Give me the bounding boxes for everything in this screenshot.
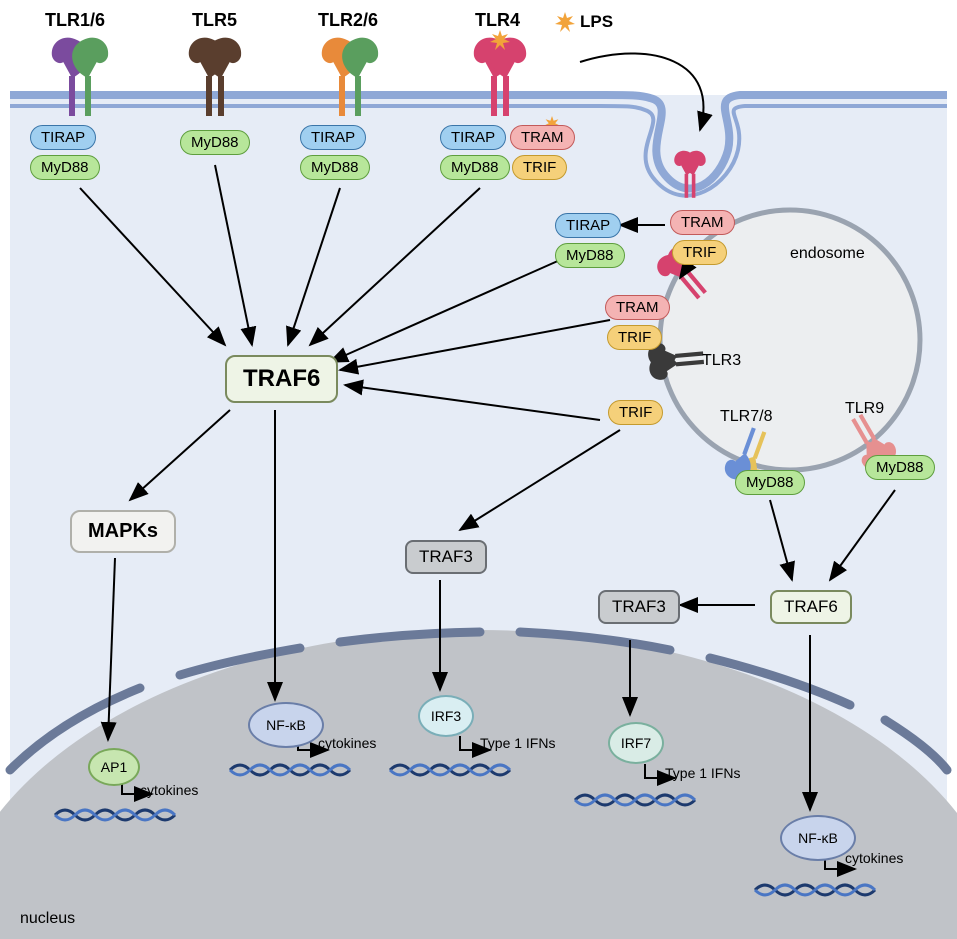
tirap-pill-3: TIRAP	[440, 125, 506, 150]
irf7-circle: IRF7	[608, 722, 664, 764]
nucleus-label: nucleus	[20, 910, 75, 928]
traf3-box-left: TRAF3	[405, 540, 487, 574]
tirap-pill-4: TIRAP	[555, 213, 621, 238]
myd88-pill-7: MyD88	[865, 455, 935, 480]
ap1-circle: AP1	[88, 748, 140, 786]
tlr9-label: TLR9	[845, 400, 884, 418]
myd88-pill-1: MyD88	[30, 155, 100, 180]
traf6-box: TRAF6	[225, 355, 338, 403]
tlr3-label: TLR3	[702, 352, 741, 370]
trif-pill-3: TRIF	[607, 325, 662, 350]
nfkb-oval-left: NF-κB	[248, 702, 324, 748]
type1ifns-1: Type 1 IFNs	[480, 735, 555, 751]
tram-pill-2: TRAM	[670, 210, 735, 235]
trif-pill-2: TRIF	[672, 240, 727, 265]
myd88-pill-2: MyD88	[180, 130, 250, 155]
type1ifns-2: Type 1 IFNs	[665, 765, 740, 781]
endosome-label: endosome	[790, 245, 865, 263]
lps-icon	[555, 12, 577, 34]
mapks-box: MAPKs	[70, 510, 176, 553]
myd88-pill-3: MyD88	[300, 155, 370, 180]
traf6-box-right: TRAF6	[770, 590, 852, 624]
trif-pill-1: TRIF	[512, 155, 567, 180]
lps-label: LPS	[580, 12, 613, 32]
trif-pill-4: TRIF	[608, 400, 663, 425]
traf3-box-right: TRAF3	[598, 590, 680, 624]
myd88-pill-5: MyD88	[555, 243, 625, 268]
tlr78-label: TLR7/8	[720, 408, 772, 426]
tram-pill-3: TRAM	[605, 295, 670, 320]
tlr16-label: TLR1/6	[45, 10, 105, 31]
myd88-pill-4: MyD88	[440, 155, 510, 180]
tlr4-label: TLR4	[475, 10, 520, 31]
tlr5-label: TLR5	[192, 10, 237, 31]
cytokines-3: cytokines	[845, 850, 903, 866]
irf3-circle: IRF3	[418, 695, 474, 737]
tlr26-label: TLR2/6	[318, 10, 378, 31]
tirap-pill-1: TIRAP	[30, 125, 96, 150]
tirap-pill-2: TIRAP	[300, 125, 366, 150]
cytokines-1: cytokines	[140, 782, 198, 798]
myd88-pill-6: MyD88	[735, 470, 805, 495]
cytokines-2: cytokines	[318, 735, 376, 751]
tram-pill-1: TRAM	[510, 125, 575, 150]
